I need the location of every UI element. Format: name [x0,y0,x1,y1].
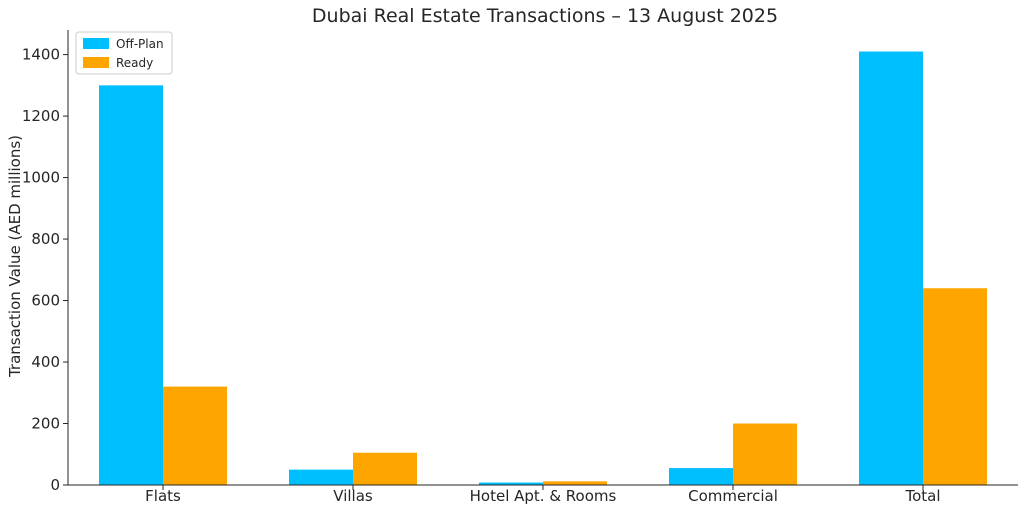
legend-label: Ready [116,56,153,70]
x-tick-label: Hotel Apt. & Rooms [470,487,617,505]
bar-ready-flats [163,386,227,485]
y-tick-label: 1200 [22,107,60,125]
bar-ready-commercial [733,423,797,485]
legend-swatch [83,38,109,49]
bar-ready-villas [353,452,417,485]
bar-off-plan-commercial [669,468,733,485]
legend: Off-Plan Ready [75,31,173,75]
bar-off-plan-flats [99,85,163,486]
y-tick-label: 800 [31,230,60,248]
legend-label: Off-Plan [116,37,164,51]
bar-ready-total [923,288,987,485]
y-tick-label: 600 [31,292,60,310]
y-tick-label: 400 [31,353,60,371]
axes-group: 0 200 400 600 800 1000 1200 1400 Flats Villas Hote… [22,30,1018,505]
x-tick-label: Commercial [688,487,778,505]
bar-off-plan-villas [289,469,353,485]
y-tick-label: 1400 [22,46,60,64]
bars-group [99,51,987,486]
x-tick-label: Flats [145,487,181,505]
y-tick-label: 0 [50,476,60,494]
bar-ready-hotel-apt-rooms [543,481,607,485]
bar-off-plan-hotel-apt-rooms [479,482,543,485]
legend-swatch [83,57,109,68]
bar-off-plan-total [859,51,923,486]
y-tick-label: 200 [31,415,60,433]
y-axis-label: Transaction Value (AED millions) [6,135,24,378]
chart-title: Dubai Real Estate Transactions – 13 Augu… [312,5,778,27]
x-tick-label: Total [904,487,940,505]
y-tick-label: 1000 [22,169,60,187]
x-tick-label: Villas [333,487,373,505]
